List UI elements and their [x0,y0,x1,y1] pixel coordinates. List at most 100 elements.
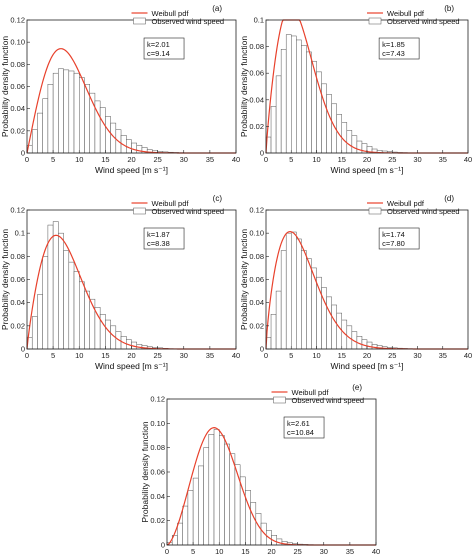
histogram-bar [234,464,241,546]
y-tick-label: 0.04 [249,298,264,307]
histogram-bar [84,290,90,350]
param-box [143,37,185,60]
histogram-bar [306,258,312,350]
x-tick-label: 0 [25,155,29,164]
x-tick-label: 15 [101,155,109,164]
x-tick-label: 20 [363,155,371,164]
param-c: c=10.84 [287,428,314,437]
y-tick-label: 0.02 [10,126,25,135]
histogram-bar [346,130,353,154]
histogram-bar [224,443,230,546]
histogram-bar [366,341,373,350]
histogram-bar [94,307,101,350]
x-tick-label: 25 [293,547,301,556]
y-tick-label: 0.02 [10,321,25,330]
histogram-bar [99,107,106,154]
y-axis-label: Probability density function [0,229,10,330]
histogram-bar [31,316,38,350]
legend-observed-label: Observed wind speed [152,17,225,26]
y-tick-label: 0.12 [150,395,165,404]
y-tick-label: 0.06 [249,275,264,284]
histogram-bar [239,476,246,546]
histogram-bar [275,75,282,154]
histogram-bar [136,144,143,154]
histogram-bar [89,298,96,350]
legend-observed-swatch [273,396,286,404]
y-tick-label: 0.04 [10,298,25,307]
x-axis-label: Wind speed [m s⁻¹] [331,361,404,371]
x-tick-label: 40 [464,155,472,164]
x-tick-label: 15 [241,547,249,556]
param-box [143,227,185,250]
x-tick-label: 35 [346,547,354,556]
legend-observed-label: Observed wind speed [387,17,460,26]
param-k: k=2.61 [287,419,310,428]
histogram-bar [219,435,225,546]
y-tick-label: 0.02 [249,122,264,131]
histogram-bar [331,304,337,350]
histogram-bar [79,77,85,154]
x-tick-label: 15 [338,351,346,360]
x-axis-label: Wind speed [m s⁻¹] [331,165,404,175]
histogram-bar [280,250,287,350]
histogram-bar [326,296,332,350]
histogram-bar [285,232,292,350]
histogram-bar [47,224,54,350]
histogram-bar [270,314,277,350]
histogram-bar [296,238,302,350]
y-tick-label: 0 [260,345,264,354]
histogram-bar [351,135,358,154]
param-k: k=2.01 [147,40,170,49]
param-box [378,37,420,60]
histogram-bar [291,231,297,350]
y-tick-label: 0.02 [249,321,264,330]
x-tick-label: 10 [75,351,83,360]
x-tick-label: 10 [312,351,320,360]
legend-weibull-label: Weibull pdf [387,199,425,208]
y-tick-label: 0.08 [10,252,25,261]
param-c: c=8.38 [147,239,170,248]
legend-observed-swatch [133,207,146,215]
histogram-bar [192,477,199,546]
y-tick-label: 0.08 [249,252,264,261]
histogram-bar [79,281,85,350]
param-c: c=7.43 [382,49,405,58]
param-k: k=1.74 [382,230,405,239]
histogram-bar [296,39,302,154]
histogram-bar [73,271,80,350]
legend-weibull-label: Weibull pdf [152,9,190,18]
x-tick-label: 10 [75,155,83,164]
param-c: c=9.14 [147,49,170,58]
y-axis-label: Probability density function [140,421,150,522]
y-tick-label: 0.12 [10,206,25,215]
x-tick-label: 25 [153,351,161,360]
legend-weibull-label: Weibull pdf [292,388,330,397]
param-box [378,227,420,250]
x-tick-label: 25 [153,155,161,164]
y-tick-label: 0.08 [150,443,165,452]
histogram-bar [47,84,54,154]
x-tick-label: 20 [363,351,371,360]
histogram-bar [105,319,111,350]
histogram-bar [301,45,307,154]
histogram-bar [326,94,332,154]
x-tick-label: 10 [312,155,320,164]
y-tick-label: 0.1 [254,16,264,25]
histogram-bar [336,312,343,350]
y-tick-label: 0.06 [249,69,264,78]
x-tick-label: 40 [464,351,472,360]
histogram-bar [37,112,43,154]
histogram-bar [250,502,257,546]
x-tick-label: 15 [101,351,109,360]
legend-observed-label: Observed wind speed [152,207,225,216]
y-tick-label: 0.04 [249,95,264,104]
histogram-bar [229,453,236,546]
param-k: k=1.87 [147,230,170,239]
histogram-bar [301,250,307,350]
histogram-bar [285,34,292,154]
histogram-bar [105,116,111,154]
y-tick-label: 0.10 [150,419,165,428]
histogram-bar [52,221,59,350]
x-tick-label: 5 [289,155,293,164]
x-tick-label: 40 [232,155,240,164]
